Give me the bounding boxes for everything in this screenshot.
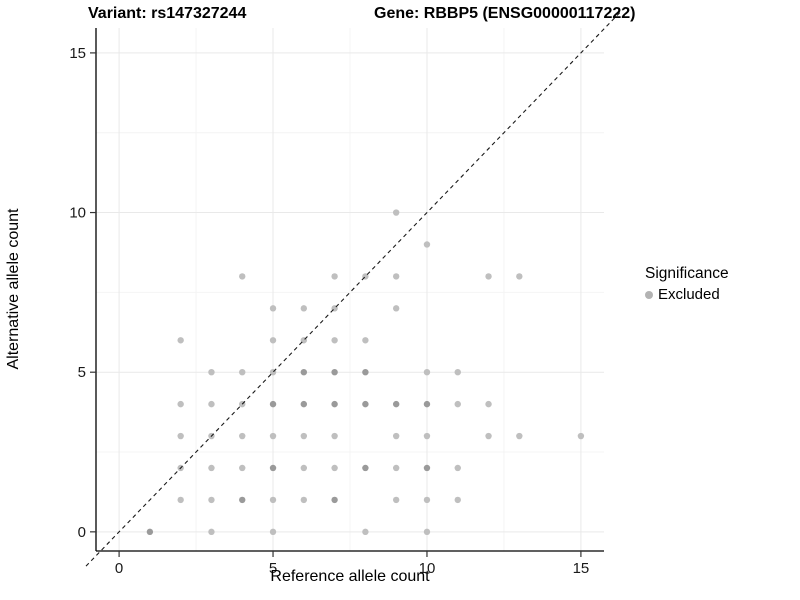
data-point	[300, 368, 308, 376]
data-point	[454, 400, 461, 408]
data-point	[454, 496, 461, 504]
data-point	[208, 400, 215, 408]
legend-item-excluded: Excluded	[645, 286, 729, 303]
identity-line	[85, 7, 625, 567]
data-point	[300, 432, 308, 440]
data-point	[577, 432, 585, 440]
data-point	[331, 337, 338, 344]
data-point	[208, 496, 215, 504]
legend: Significance Excluded	[645, 265, 729, 303]
data-point	[362, 464, 369, 472]
data-point	[177, 400, 184, 408]
data-point	[362, 368, 369, 376]
y-tick-label: 0	[78, 524, 86, 541]
data-point	[392, 209, 400, 216]
legend-point-swatch	[645, 290, 653, 299]
data-point	[362, 528, 369, 536]
data-point	[392, 464, 400, 472]
data-point	[300, 305, 308, 312]
data-point	[331, 273, 338, 280]
data-point	[392, 273, 400, 280]
data-point	[423, 241, 431, 248]
gene-title: Gene: RBBP5 (ENSG00000117222)	[374, 5, 636, 22]
data-point	[454, 368, 461, 376]
data-point	[331, 400, 338, 408]
data-point	[362, 400, 369, 408]
data-point	[331, 368, 338, 376]
data-point	[362, 337, 369, 344]
data-point	[485, 273, 492, 280]
data-point	[269, 432, 277, 440]
data-point	[516, 432, 523, 440]
data-point	[392, 305, 400, 312]
data-point	[146, 528, 154, 536]
data-point	[423, 496, 431, 504]
data-point	[331, 464, 338, 472]
data-point	[269, 496, 277, 504]
data-point	[239, 464, 246, 472]
data-point	[331, 432, 338, 440]
data-point	[392, 400, 400, 408]
data-point	[269, 305, 277, 312]
data-point	[300, 464, 308, 472]
x-tick-label: 5	[269, 560, 277, 577]
data-point	[300, 496, 308, 504]
data-point	[269, 528, 277, 536]
data-point	[208, 528, 215, 536]
data-point	[208, 368, 215, 376]
data-point	[269, 337, 277, 344]
data-point	[485, 400, 492, 408]
data-point	[177, 496, 184, 504]
data-point	[208, 464, 215, 472]
data-point	[239, 496, 246, 504]
data-point	[300, 400, 308, 408]
data-point	[239, 368, 246, 376]
y-tick-label: 5	[78, 364, 86, 381]
y-tick-label: 10	[69, 205, 86, 222]
x-tick-label: 15	[573, 560, 590, 577]
data-point	[423, 400, 431, 408]
legend-item-label: Excluded	[658, 286, 720, 303]
data-point	[269, 400, 277, 408]
data-point	[392, 496, 400, 504]
data-point	[239, 432, 246, 440]
data-point	[239, 273, 246, 280]
data-point	[331, 496, 338, 504]
data-point	[485, 432, 492, 440]
x-tick-label: 0	[115, 560, 123, 577]
data-point	[177, 432, 184, 440]
data-point	[454, 464, 461, 472]
data-point	[423, 464, 431, 472]
legend-title: Significance	[645, 265, 729, 282]
data-point	[392, 432, 400, 440]
data-point	[423, 432, 431, 440]
y-axis-label: Alternative allele count	[5, 208, 22, 370]
data-point	[177, 337, 184, 344]
data-point	[423, 528, 431, 536]
y-tick-label: 15	[69, 45, 86, 62]
x-axis-label: Reference allele count	[270, 568, 430, 585]
data-point	[423, 368, 431, 376]
data-point	[269, 464, 277, 472]
data-point	[516, 273, 523, 280]
x-tick-label: 10	[419, 560, 436, 577]
variant-title: Variant: rs147327244	[88, 5, 247, 22]
